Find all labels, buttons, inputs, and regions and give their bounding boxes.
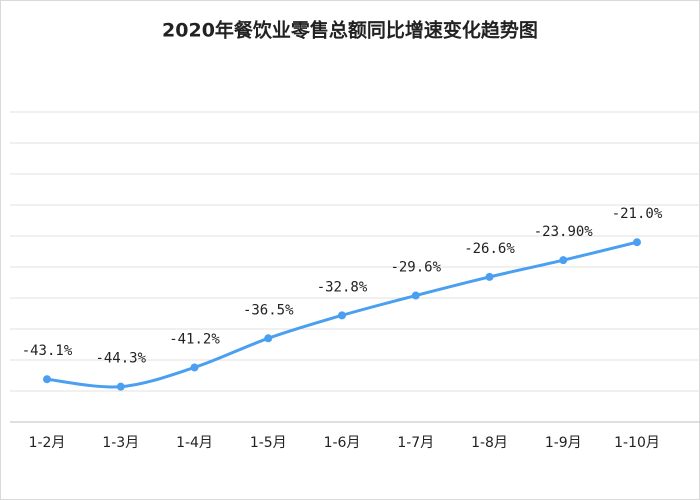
x-tick-label: 1-2月: [29, 435, 66, 451]
x-tick-label: 1-8月: [471, 435, 508, 451]
x-tick-label: 1-10月: [614, 435, 660, 451]
x-tick-label: 1-6月: [324, 435, 361, 451]
x-tick-label: 1-3月: [102, 435, 139, 451]
data-point: [264, 334, 273, 343]
data-point: [485, 272, 494, 281]
data-point: [116, 382, 125, 391]
data-label: -26.6%: [464, 241, 515, 257]
data-point: [559, 256, 568, 265]
data-label: -32.8%: [317, 279, 368, 295]
data-label: -36.5%: [243, 302, 294, 318]
data-label: -44.3%: [95, 351, 146, 367]
data-label: -29.6%: [390, 260, 441, 276]
data-point: [338, 311, 346, 320]
data-point: [411, 291, 420, 300]
x-tick-label: 1-4月: [176, 435, 213, 451]
data-label: -43.1%: [22, 343, 73, 359]
data-label: -23.90%: [534, 224, 594, 240]
data-label: -41.2%: [169, 331, 220, 347]
chart-title: 2020年餐饮业零售总额同比增速变化趋势图: [162, 19, 538, 42]
data-point: [633, 238, 641, 247]
data-point: [43, 375, 51, 384]
x-tick-label: 1-5月: [250, 435, 287, 451]
data-label: -21.0%: [612, 206, 663, 222]
data-point: [190, 363, 199, 372]
x-tick-label: 1-9月: [545, 435, 582, 451]
x-tick-label: 1-7月: [397, 435, 434, 451]
